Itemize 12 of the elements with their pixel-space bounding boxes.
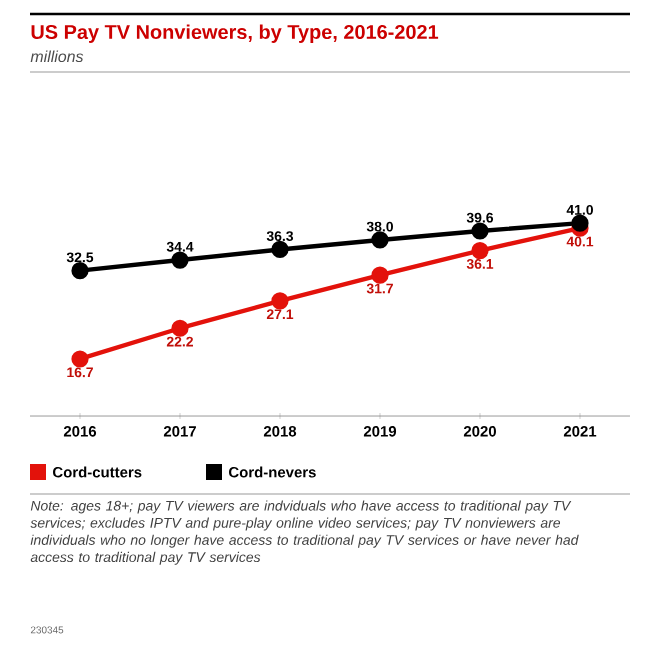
point [171,251,189,269]
point [71,262,89,280]
point [71,350,89,368]
point [471,222,489,240]
point [371,231,389,249]
point [571,214,589,232]
point [371,266,389,284]
point [271,292,289,310]
chart-title: US Pay TV Nonviewers, by Type, 2016-2021 [31,24,439,43]
point [471,241,489,260]
point [171,319,189,337]
point [271,240,289,259]
